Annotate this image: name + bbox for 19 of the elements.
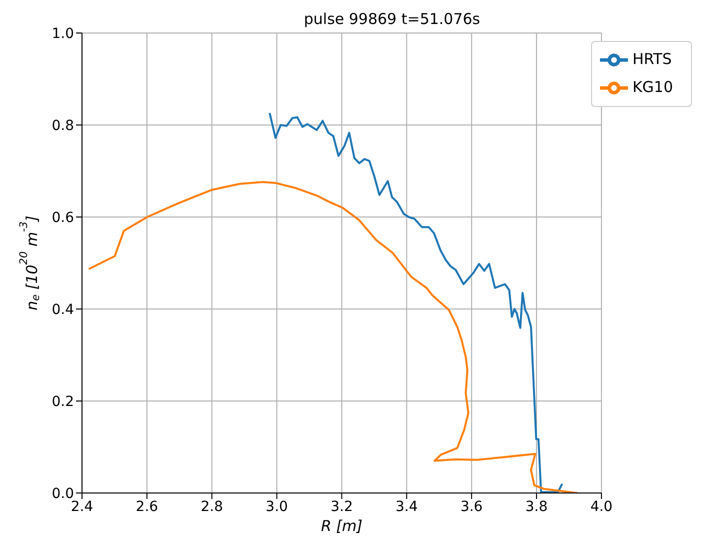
x-tick-label: 4.0 (590, 498, 613, 515)
legend-label: HRTS (632, 50, 672, 68)
x-tick-label: 3.2 (330, 498, 353, 515)
line-series (88, 181, 578, 493)
y-tick-label: 1.0 (52, 26, 74, 42)
x-tick-label: 3.8 (525, 498, 548, 515)
x-axis-title: R [m] (320, 517, 363, 535)
y-tick-label: 0.2 (52, 394, 74, 410)
y-tick-label: 0.8 (52, 118, 74, 134)
line-series (268, 112, 564, 493)
y-tick-label: 0.4 (52, 302, 74, 318)
y-tick-label: 0.6 (52, 210, 74, 226)
x-tick-label: 2.6 (136, 498, 158, 515)
x-tick-label: 2.8 (200, 498, 223, 515)
chart-title: pulse 99869 t=51.076s (302, 10, 482, 28)
x-tick-label: 3.4 (396, 498, 418, 515)
legend-label: KG10 (632, 78, 673, 96)
x-tick-label: 3.6 (460, 498, 483, 515)
x-tick-label: 3.0 (266, 498, 288, 515)
